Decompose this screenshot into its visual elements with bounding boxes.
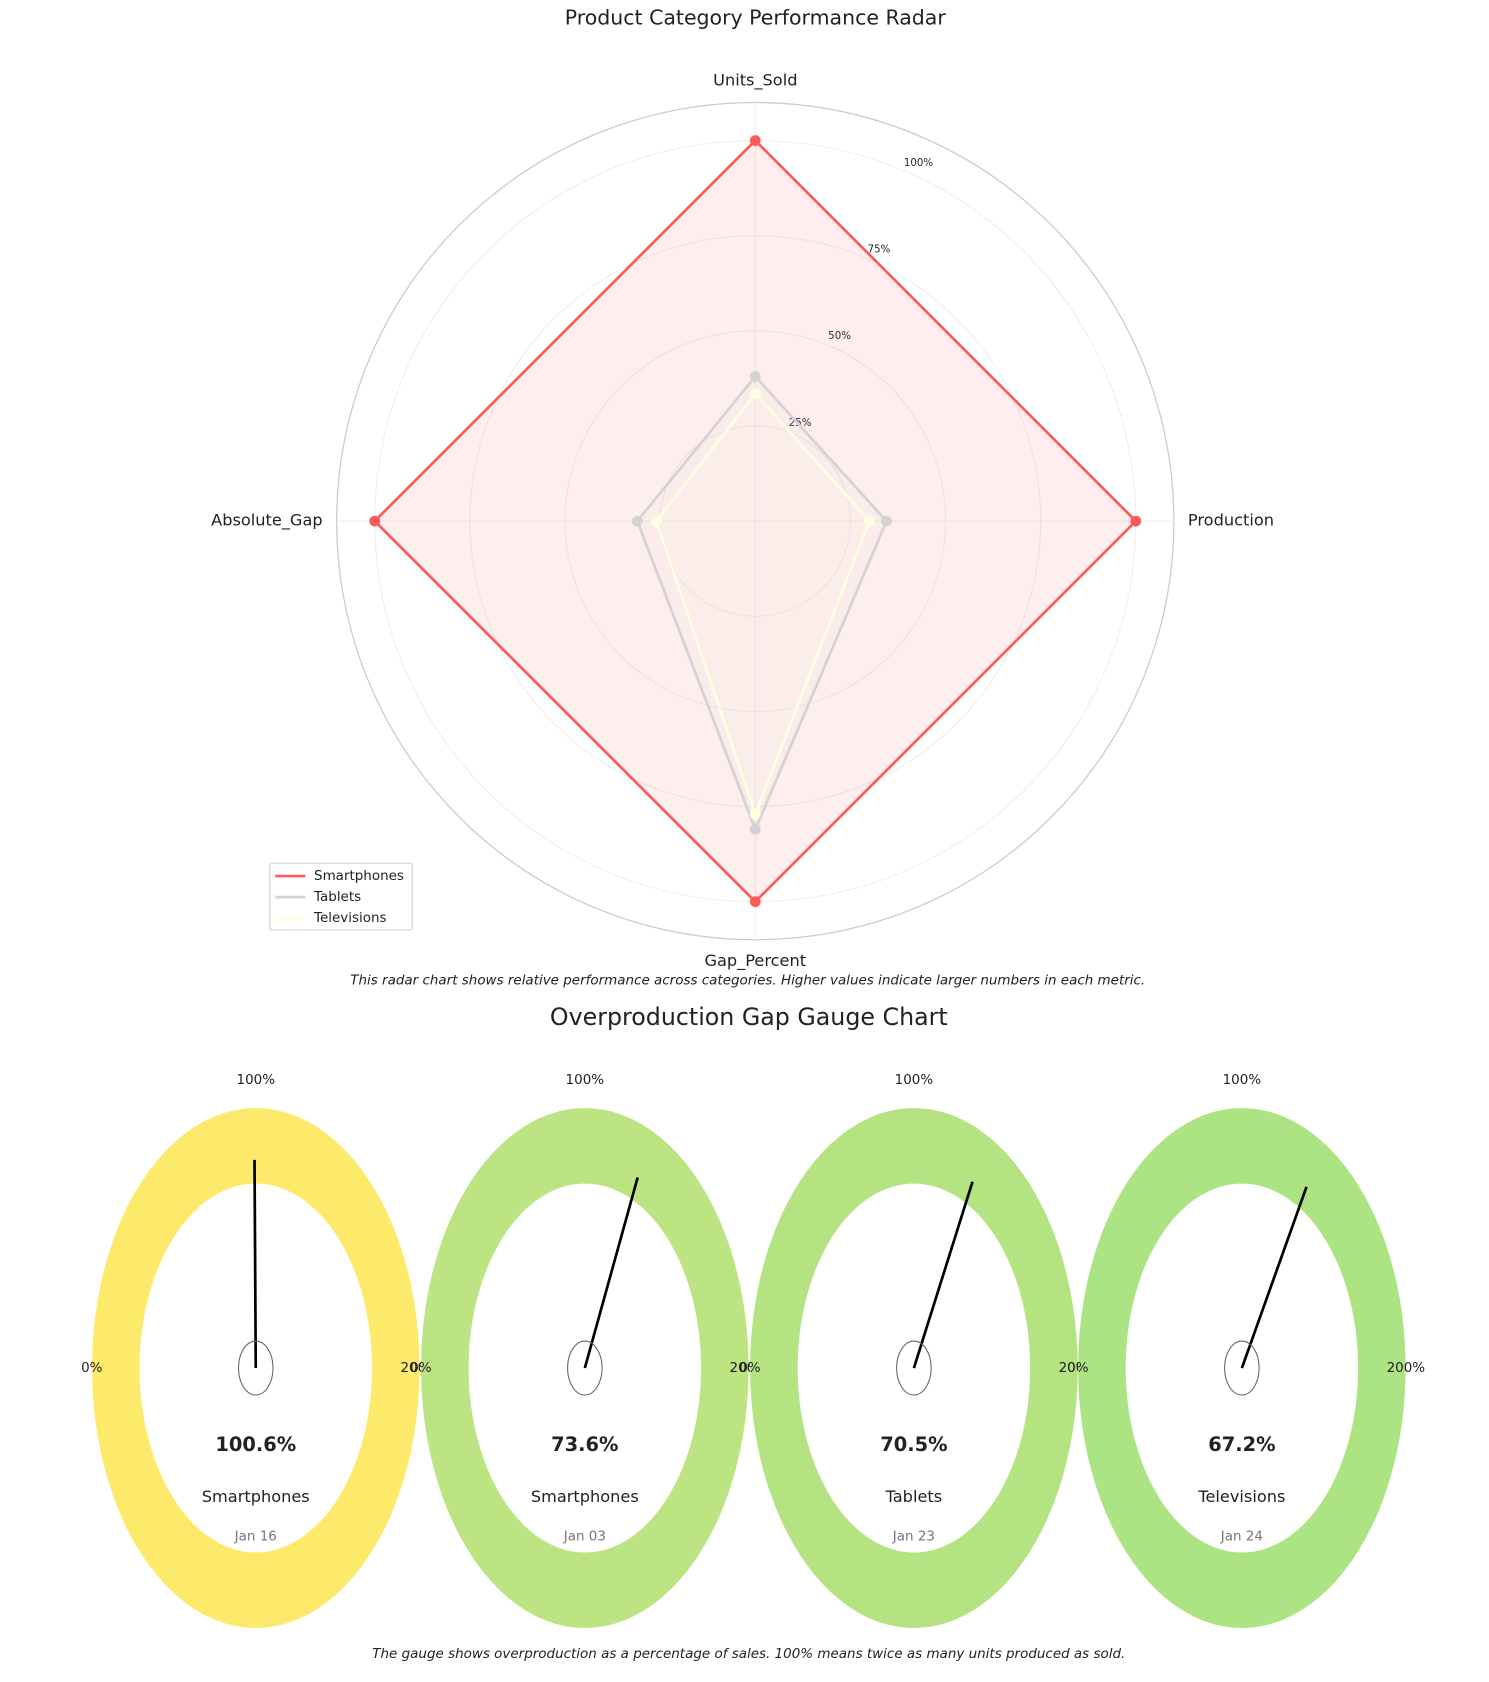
gauge-name: Tablets: [885, 1487, 943, 1506]
series-marker: [749, 388, 761, 400]
series-marker: [650, 515, 662, 527]
gauge-name: Smartphones: [202, 1487, 310, 1506]
series-marker: [749, 896, 761, 908]
gauge-hub: [237, 1340, 274, 1396]
series-marker: [864, 515, 875, 527]
gauge-value: 67.2%: [1208, 1433, 1275, 1456]
series-marker: [1130, 515, 1142, 527]
gauge-date: Jan 16: [234, 1528, 277, 1544]
axis-label: Production: [1188, 511, 1274, 530]
gauge-hub: [1224, 1340, 1260, 1396]
gauge-needle: [1240, 1186, 1308, 1369]
series-marker: [749, 808, 761, 820]
r-tick-label: 100%: [904, 157, 934, 169]
gauge-tick-label: 0%: [739, 1360, 761, 1376]
gauge-date: Jan 03: [563, 1528, 606, 1544]
legend-box: [269, 862, 413, 931]
gauge-needle: [583, 1177, 639, 1369]
series-marker: [369, 515, 381, 527]
axis-label: Gap_Percent: [704, 951, 806, 971]
gauge-tick-label: 100%: [895, 1072, 934, 1088]
radar-title: Product Category Performance Radar: [565, 5, 947, 29]
gauge-tick-label: 0%: [81, 1360, 103, 1376]
gauge-tick-label: 0%: [1067, 1360, 1089, 1376]
gauge-band: [1078, 1108, 1406, 1629]
gauge-value: 100.6%: [215, 1433, 296, 1456]
legend-label: Smartphones: [314, 868, 404, 884]
gauge-value: 70.5%: [880, 1433, 947, 1456]
gauge-tick-label: 0%: [410, 1360, 432, 1376]
r-tick-label: 50%: [828, 330, 851, 342]
series-marker: [749, 371, 761, 382]
gauge-name: Televisions: [1197, 1487, 1285, 1506]
gauge-hub: [567, 1340, 603, 1396]
gauge-note: The gauge shows overproduction as a perc…: [372, 1646, 1125, 1662]
series-marker: [749, 823, 761, 835]
gauge-hub: [896, 1340, 932, 1396]
gauge-date: Jan 24: [1220, 1528, 1263, 1544]
series-marker: [749, 135, 761, 146]
gauge-date: Jan 23: [892, 1528, 935, 1544]
legend-label: Televisions: [313, 910, 387, 926]
series-area: [656, 393, 870, 815]
r-tick-label: 75%: [868, 244, 891, 256]
gauge-tick-label: 100%: [1223, 1072, 1262, 1088]
gauge-tick-label: 100%: [237, 1072, 276, 1088]
axis-label: Absolute_Gap: [211, 511, 322, 531]
gauge-needle: [253, 1159, 258, 1369]
gauge-value: 73.6%: [551, 1433, 618, 1456]
series-marker: [631, 515, 643, 527]
axis-label: Units_Sold: [713, 70, 797, 90]
gauge-needle: [912, 1181, 974, 1369]
gauge-tick-label: 100%: [566, 1072, 605, 1088]
gauge-name: Smartphones: [531, 1487, 639, 1506]
gauge-band: [421, 1108, 749, 1629]
gauge-title: Overproduction Gap Gauge Chart: [550, 1003, 948, 1031]
series-marker: [881, 515, 892, 527]
legend-label: Tablets: [313, 889, 361, 905]
series-area: [637, 376, 887, 830]
gauge-band: [750, 1108, 1078, 1628]
radar-note: This radar chart shows relative performa…: [350, 973, 1145, 989]
gauge-tick-label: 200%: [1387, 1360, 1426, 1376]
